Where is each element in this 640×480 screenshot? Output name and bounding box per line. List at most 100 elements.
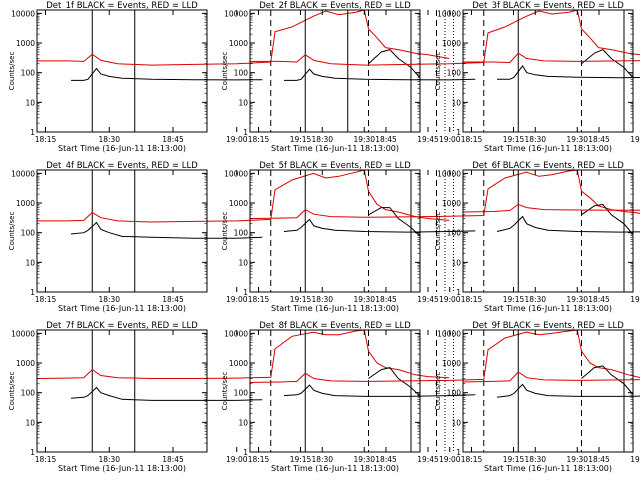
x-tick-label: 18:45 <box>375 455 397 464</box>
y-tick-label: 10 <box>238 258 248 267</box>
y-tick-label: 1000 <box>229 359 248 368</box>
y-tick-label: 10000 <box>224 9 248 18</box>
x-tick-label: 18:45 <box>588 135 610 144</box>
y-tick-label: 1 <box>456 288 461 297</box>
x-tick-label: 18:45 <box>162 455 184 464</box>
y-tick-label: 100 <box>21 69 36 78</box>
x-tick-label: 18:30 <box>524 295 546 304</box>
y-tick-label: 1 <box>243 128 248 137</box>
x-tick-label: 18:30 <box>98 295 120 304</box>
plot-frame <box>462 329 634 453</box>
x-tick-label: 18:30 <box>524 135 546 144</box>
panel-6: Det_6f BLACK = Events, RED = LLD 1 10 100 10… <box>434 161 640 313</box>
x-tick-label: 18:30 <box>98 135 120 144</box>
y-tick-label: 10000 <box>224 329 248 338</box>
y-tick-label: 100 <box>447 389 462 398</box>
x-tick-label: 19:00 <box>226 455 248 464</box>
panel-2: Det_2f BLACK = Events, RED = LLD 1 10 100 10… <box>221 1 640 153</box>
y-tick-label: 1000 <box>442 39 461 48</box>
x-tick-label: 18:30 <box>311 295 333 304</box>
plot-frame <box>462 169 634 293</box>
panel-4: Det_4f BLACK = Events, RED = LLD 1 10 100 10… <box>8 161 454 313</box>
x-tick-label: 19:45 <box>417 455 439 464</box>
plot-frame <box>249 329 421 453</box>
x-tick-label: 19:15 <box>503 455 525 464</box>
x-tick-label: 19:45 <box>630 455 640 464</box>
x-tick-label: 19:00 <box>226 295 248 304</box>
y-tick-label: 1 <box>456 448 461 457</box>
lld-series-line <box>250 9 640 66</box>
panel-3: Det_3f BLACK = Events, RED = LLD 1 10 100 10… <box>434 1 640 153</box>
x-tick-label: 19:30 <box>566 295 588 304</box>
y-tick-label: 1000 <box>16 199 35 208</box>
lld-series-line <box>249 329 640 383</box>
x-tick-label: 19:45 <box>417 135 439 144</box>
x-tick-label: 19:00 <box>439 135 461 144</box>
plot-frame <box>249 169 421 293</box>
y-tick-label: 1 <box>243 288 248 297</box>
y-tick-label: 10000 <box>437 9 461 18</box>
y-tick-label: 10000 <box>11 329 35 338</box>
x-tick-label: 19:00 <box>439 295 461 304</box>
x-tick-label: 18:45 <box>375 135 397 144</box>
plot-frame <box>36 169 208 293</box>
y-tick-label: 10 <box>238 418 248 427</box>
y-tick-label: 100 <box>447 69 462 78</box>
y-axis-label: Counts/sec <box>8 52 16 91</box>
x-tick-label: 19:45 <box>630 295 640 304</box>
x-tick-label: 18:30 <box>98 455 120 464</box>
x-tick-label: 18:15 <box>248 295 270 304</box>
y-tick-label: 10 <box>25 98 35 107</box>
y-tick-label: 100 <box>234 69 249 78</box>
events-late-series-line <box>368 367 420 396</box>
events-series-line <box>496 383 640 398</box>
events-late-series-line <box>368 207 420 236</box>
y-tick-label: 1 <box>30 128 35 137</box>
x-tick-label: 18:15 <box>461 135 483 144</box>
y-tick-label: 100 <box>234 389 249 398</box>
events-late-series-line <box>368 49 420 78</box>
y-axis-label: Counts/sec <box>434 52 442 91</box>
panel-1: Det_1f BLACK = Events, RED = LLD 1 10 100 10… <box>8 1 454 153</box>
y-tick-label: 10 <box>238 98 248 107</box>
x-tick-label: 19:45 <box>630 135 640 144</box>
x-tick-label: 18:30 <box>311 135 333 144</box>
y-tick-label: 1 <box>243 448 248 457</box>
x-tick-label: 19:15 <box>290 295 312 304</box>
panel-title: Det_5f BLACK = Events, RED = LLD <box>259 161 411 171</box>
x-tick-label: 18:45 <box>162 135 184 144</box>
y-tick-label: 1000 <box>442 359 461 368</box>
y-tick-label: 10 <box>25 258 35 267</box>
y-tick-label: 10 <box>451 418 461 427</box>
plot-frame <box>462 9 634 133</box>
lld-series-line <box>462 203 640 213</box>
events-late-series-line <box>581 203 633 235</box>
events-series-line <box>284 68 476 81</box>
x-tick-label: 18:15 <box>248 135 270 144</box>
events-series-line <box>283 218 476 233</box>
y-tick-label: 1000 <box>229 39 248 48</box>
x-tick-label: 18:45 <box>588 295 610 304</box>
x-tick-label: 19:15 <box>290 135 312 144</box>
x-axis-label: Start Time (16-Jun-11 18:13:00) <box>484 304 612 313</box>
x-tick-label: 19:00 <box>439 455 461 464</box>
x-axis-label: Start Time (16-Jun-11 18:13:00) <box>58 464 186 473</box>
y-axis-label: Counts/sec <box>221 52 229 91</box>
x-tick-label: 19:30 <box>353 455 375 464</box>
panel-9: Det_9f BLACK = Events, RED = LLD 1 10 100 10… <box>434 321 640 473</box>
y-tick-label: 1000 <box>442 199 461 208</box>
y-tick-label: 1 <box>30 288 35 297</box>
panel-title: Det_2f BLACK = Events, RED = LLD <box>259 1 411 11</box>
x-tick-label: 18:30 <box>311 455 333 464</box>
y-tick-label: 10000 <box>437 169 461 178</box>
y-axis-label: Counts/sec <box>8 372 16 411</box>
x-tick-label: 18:45 <box>162 295 184 304</box>
x-tick-label: 18:15 <box>35 295 57 304</box>
y-tick-label: 1 <box>456 128 461 137</box>
x-tick-label: 19:15 <box>503 295 525 304</box>
events-series-line <box>71 67 263 81</box>
x-tick-label: 19:30 <box>566 135 588 144</box>
y-tick-label: 10000 <box>437 329 461 338</box>
x-axis-label: Start Time (16-Jun-11 18:13:00) <box>58 304 186 313</box>
